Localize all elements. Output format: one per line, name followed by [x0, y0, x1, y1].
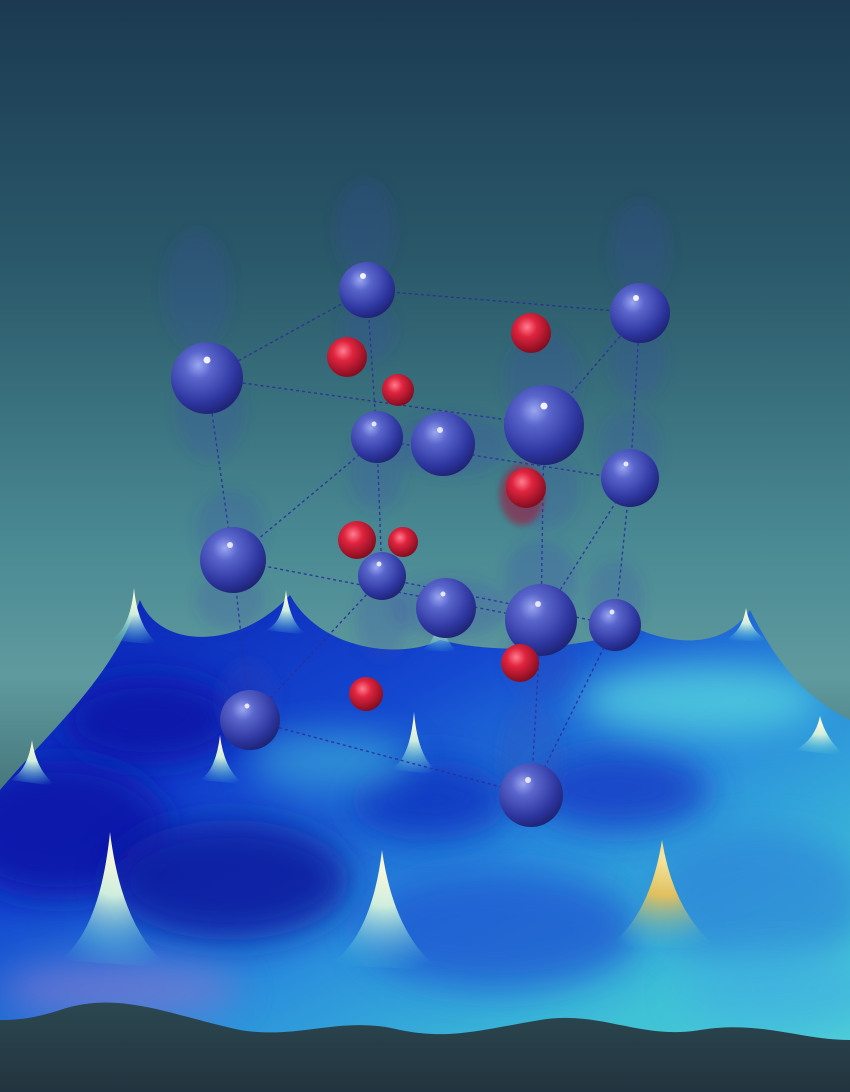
- atom-highlights: [203, 273, 639, 783]
- red-atom: [349, 677, 383, 711]
- red-atom: [506, 468, 546, 508]
- surface-peak: [725, 608, 770, 642]
- surface-peak: [200, 735, 244, 784]
- blue-atom: [601, 449, 659, 507]
- red-atom: [511, 313, 551, 353]
- blue-atom: [505, 584, 577, 656]
- blue-atoms: [171, 262, 670, 827]
- blue-atom: [589, 599, 641, 651]
- surface-peak: [330, 850, 440, 970]
- red-atom: [338, 521, 376, 559]
- surface-peak: [10, 740, 56, 786]
- red-atoms: [327, 313, 551, 711]
- potential-surface: [0, 588, 850, 1040]
- surface-peak: [265, 590, 308, 635]
- blue-atom: [358, 552, 406, 600]
- surface-peak: [60, 832, 170, 968]
- blue-atom: [416, 578, 476, 638]
- red-atom: [388, 527, 418, 557]
- blue-atom: [339, 262, 395, 318]
- blue-atom: [220, 690, 280, 750]
- blue-atom: [499, 763, 563, 827]
- blue-atom: [610, 283, 670, 343]
- blue-atom: [351, 411, 403, 463]
- surface-peak: [795, 716, 846, 756]
- red-atom: [382, 374, 414, 406]
- blue-atom: [171, 342, 243, 414]
- blue-atom: [411, 412, 475, 476]
- red-atom: [327, 337, 367, 377]
- surface-peak: [110, 588, 160, 645]
- blue-atom: [504, 385, 584, 465]
- blue-atom: [200, 527, 266, 593]
- surface-peak: [610, 840, 720, 950]
- surface-peak: [390, 712, 440, 774]
- red-atom: [501, 644, 539, 682]
